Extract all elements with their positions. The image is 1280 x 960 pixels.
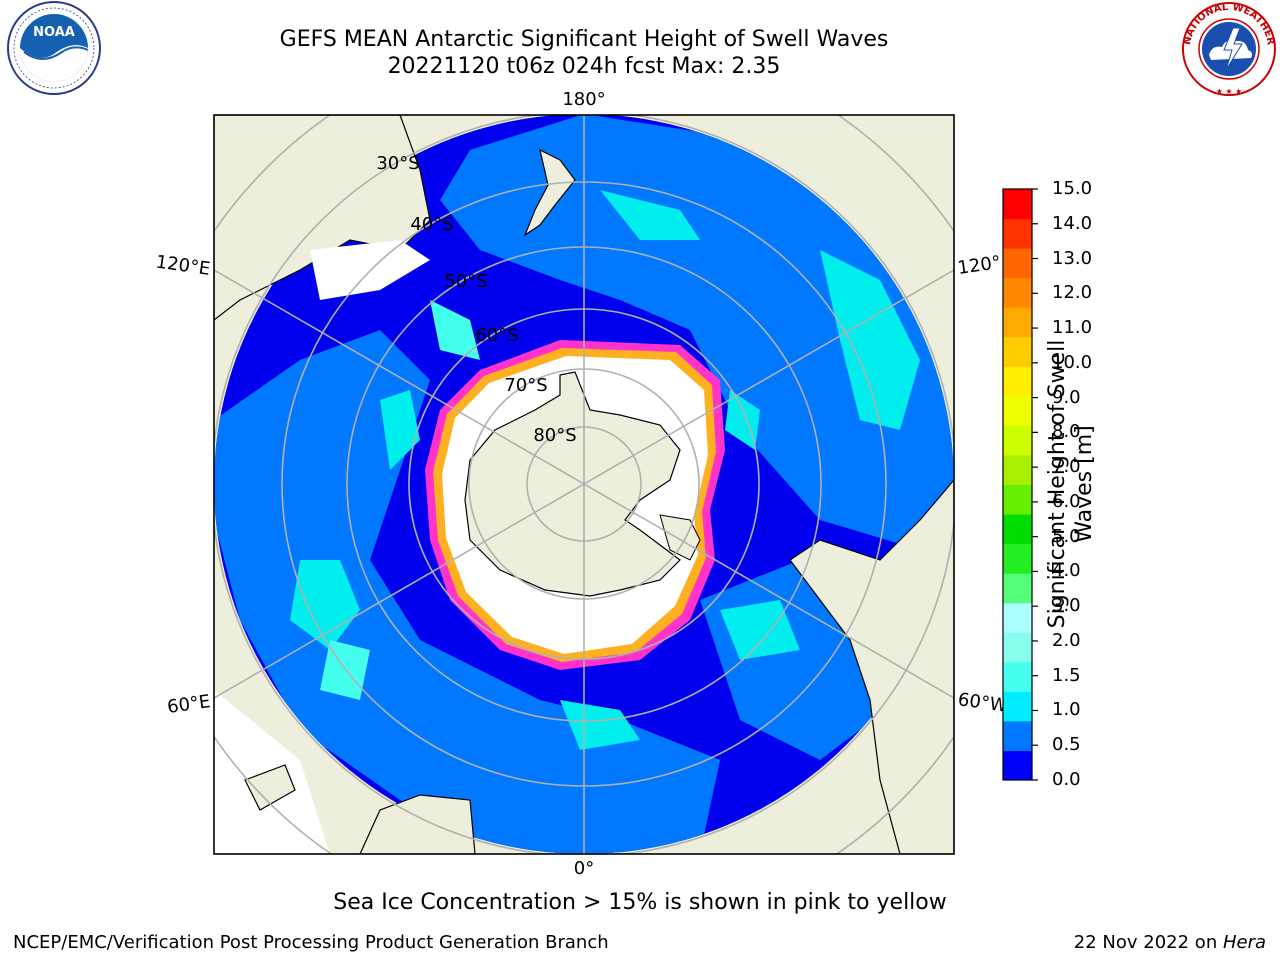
swell-band-mid	[440, 115, 954, 560]
colorbar-cell	[1003, 750, 1032, 781]
footer-host: Hera	[1222, 932, 1266, 953]
swell-band-high	[430, 300, 480, 360]
colorbar-cell	[1003, 691, 1032, 722]
swell-band-high	[720, 600, 800, 660]
colorbar-cell	[1003, 632, 1032, 663]
lat-label-60s: 60°S	[475, 325, 518, 346]
colorbar-cell	[1003, 543, 1032, 574]
colorbar-tick-label: 0.0	[1052, 769, 1081, 790]
colorbar-cell	[1003, 189, 1032, 220]
swell-band-high	[320, 640, 370, 700]
lon-label-right-upper: 120°	[956, 252, 1002, 279]
colorbar-cell	[1003, 514, 1032, 545]
colorbar-cell	[1003, 395, 1032, 426]
lat-label-30s: 30°S	[376, 153, 419, 174]
colorbar-cell	[1003, 661, 1032, 692]
swell-band-mid	[300, 400, 360, 520]
colorbar-cell	[1003, 277, 1032, 308]
swell-band-high	[290, 560, 360, 650]
lat-label-70s: 70°S	[504, 375, 547, 396]
colorbar-frame	[1002, 188, 1033, 781]
madagascar-land	[244, 764, 296, 811]
new-zealand-land	[523, 148, 576, 237]
colorbar-title: Significant Height of Swell Waves [m]	[1045, 339, 1097, 629]
colorbar-tick-label: 2.0	[1052, 629, 1081, 651]
colorbar-tick-label: 10.0	[1052, 351, 1093, 373]
lon-label-bottom: 0°	[574, 858, 594, 879]
colorbar-tick-label: 11.0	[1052, 317, 1093, 339]
colorbar-cell	[1003, 366, 1032, 397]
colorbar-cell	[1003, 218, 1032, 249]
colorbar-cell	[1003, 336, 1032, 367]
colorbar-tick-label: 8.0	[1052, 421, 1081, 443]
colorbar-cell	[1003, 425, 1032, 456]
footer-date-text: 22 Nov 2022 on	[1073, 932, 1223, 953]
noaa-logo: NOAA	[7, 1, 101, 95]
graticule	[214, 115, 954, 854]
map-frame	[213, 114, 955, 855]
colorbar-tick-label: 13.0	[1052, 247, 1093, 269]
colorbar-tick-label: 14.0	[1052, 212, 1093, 234]
chart-subtitle: 20221120 t06z 024h fcst Max: 2.35	[387, 54, 781, 79]
colorbar-cell	[1003, 573, 1032, 604]
antarctic-peninsula	[659, 514, 701, 561]
lon-label-left-upper: 120°E	[154, 251, 211, 279]
colorbar-cell	[1003, 307, 1032, 338]
swell-band-high	[560, 700, 640, 750]
colorbar-tick-label: 12.0	[1052, 282, 1093, 304]
africa-land	[359, 794, 476, 854]
swell-band-high	[820, 250, 920, 430]
colorbar-cell	[1003, 602, 1032, 633]
lon-label-left-lower: 60°E	[166, 691, 212, 718]
colorbar-tick-label: 1.5	[1052, 664, 1081, 686]
lat-label-50s: 50°S	[444, 271, 487, 292]
colorbar-tick-label: 1.0	[1052, 699, 1081, 721]
footer-credit: NCEP/EMC/Verification Post Processing Pr…	[13, 932, 609, 953]
colorbar-cell	[1003, 454, 1032, 485]
lat-label-80s: 80°S	[533, 425, 576, 446]
colorbar-tick-label: 3.0	[1052, 595, 1081, 617]
lon-label-right-lower: 60°W	[957, 689, 1009, 717]
svg-text:NOAA: NOAA	[33, 25, 75, 40]
svg-text:★ ★ ★: ★ ★ ★	[1216, 87, 1243, 96]
nws-logo: NATIONAL WEATHER SERVICE ★ ★ ★	[1178, 0, 1276, 96]
colorbar-tick-label: 5.0	[1052, 525, 1081, 547]
footer-date: 22 Nov 2022 on Hera	[1074, 932, 1266, 953]
colorbar-tick-label: 6.0	[1052, 490, 1081, 512]
swell-band-high	[380, 390, 420, 470]
antarctica-land	[464, 371, 681, 597]
lon-label-top: 180°	[562, 89, 605, 110]
sea-ice-note: Sea Ice Concentration > 15% is shown in …	[333, 890, 947, 915]
south-america-land	[789, 479, 954, 854]
colorbar-tick-label: 7.0	[1052, 456, 1081, 478]
colorbar-tick-label: 9.0	[1052, 386, 1081, 408]
colorbar-cell	[1003, 484, 1032, 515]
colorbar-tick-label: 4.0	[1052, 560, 1081, 582]
colorbar-cell	[1003, 248, 1032, 279]
colorbar-cell	[1003, 720, 1032, 751]
lat-label-40s: 40°S	[410, 214, 453, 235]
colorbar	[1003, 189, 1032, 781]
swell-band-high	[600, 190, 700, 240]
colorbar-tick-label: 15.0	[1052, 178, 1093, 199]
chart-title: GEFS MEAN Antarctic Significant Height o…	[279, 27, 889, 52]
colorbar-tick-label: 0.5	[1052, 734, 1081, 756]
